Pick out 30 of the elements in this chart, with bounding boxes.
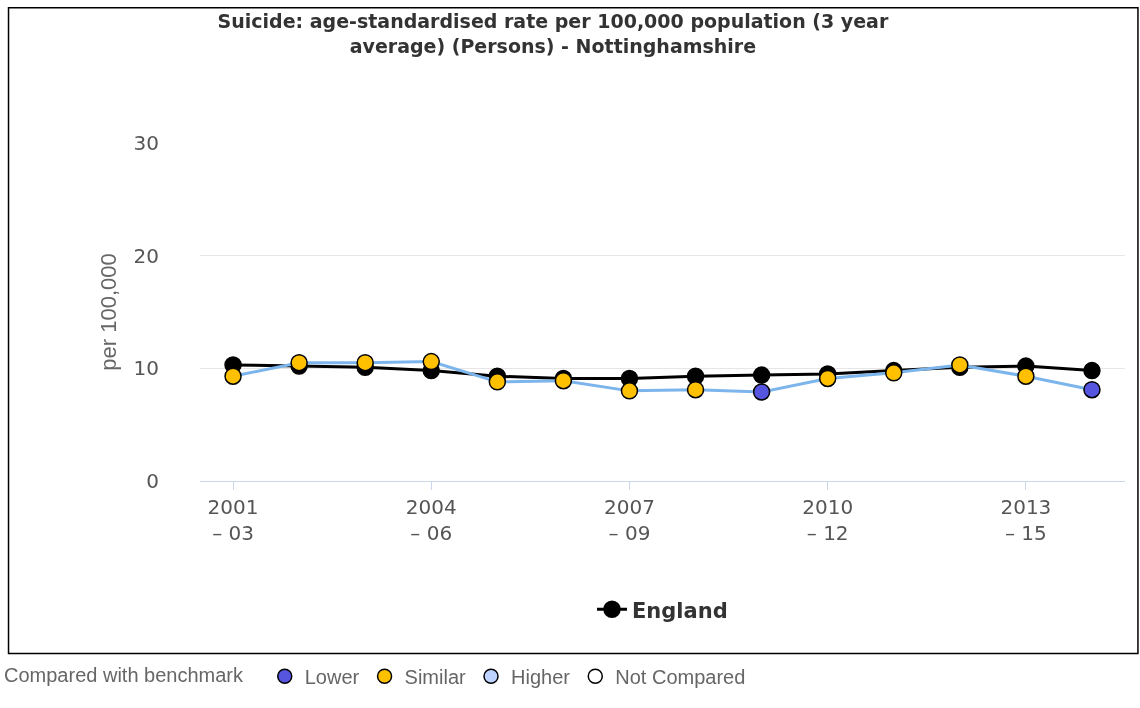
point — [620, 382, 639, 400]
x-tick-label: 2013 – 15 — [1000, 495, 1052, 545]
point — [290, 353, 308, 372]
x-tick-label: 2001 – 03 — [207, 495, 259, 545]
y-tick-label: 20 — [133, 243, 159, 268]
x-tick-label: 2010 – 12 — [802, 495, 854, 545]
point — [488, 373, 507, 391]
x-tick-label: 2004 – 06 — [405, 495, 457, 545]
legend-label: Not Compared — [615, 666, 746, 689]
point — [1017, 367, 1035, 385]
y-tick-label: 0 — [146, 469, 159, 493]
legend-label: Lower — [304, 666, 360, 689]
y-axis-title: per 100,000 — [96, 253, 122, 371]
point — [356, 353, 374, 372]
chart-title: Suicide: age-standardised rate per 100,000 population (3 year average) (Persons) - Nottinghamshire — [217, 10, 889, 58]
point — [1083, 361, 1101, 380]
point — [818, 369, 837, 388]
point — [752, 366, 771, 384]
y-tick-label: 30 — [133, 131, 159, 155]
point — [224, 367, 242, 385]
point — [686, 380, 705, 399]
point — [1083, 380, 1101, 399]
legend-label: Similar — [404, 666, 467, 689]
legend-label: Higher — [511, 666, 571, 689]
legend-label: England — [632, 598, 728, 623]
point — [422, 352, 440, 371]
y-tick-label: 10 — [133, 356, 159, 381]
x-tick-label: 2007 – 09 — [604, 495, 655, 545]
text: Compared with benchmark — [4, 664, 244, 686]
point — [752, 383, 771, 401]
